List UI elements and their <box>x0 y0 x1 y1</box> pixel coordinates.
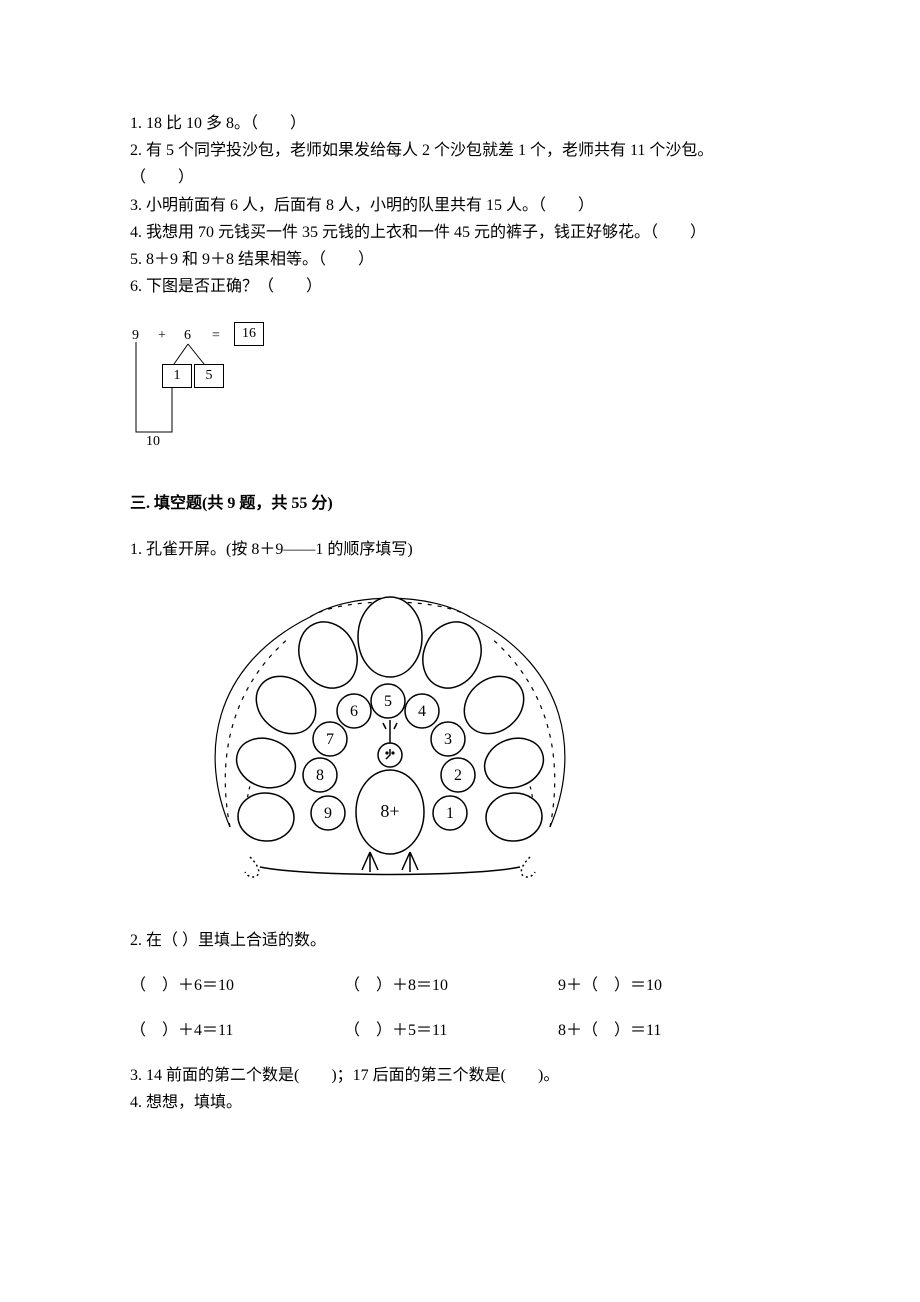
q1-label: 1. 孔雀开屏。(按 8＋9——1 的顺序填写) <box>130 536 800 563</box>
tail-2: 2 <box>454 767 462 784</box>
q2-cell: （ ）＋4＝11 <box>130 1017 340 1044</box>
judging-item: 6. 下图是否正确？（ ） <box>130 273 800 300</box>
q2-label: 2. 在（ ）里填上合适的数。 <box>130 927 800 954</box>
q2-cell: 9＋（ ）＝10 <box>558 972 768 999</box>
peacock-center: 8+ <box>380 801 399 821</box>
split-diagram: 9 + 6 = 16 1 5 10 <box>130 320 290 450</box>
diagram-split-right: 5 <box>194 364 224 388</box>
tail-4: 4 <box>418 703 426 720</box>
tail-6: 6 <box>350 703 358 720</box>
judging-list: 1. 18 比 10 多 8。（ ） 2. 有 5 个同学投沙包，老师如果发给每… <box>130 110 800 300</box>
judging-item: 1. 18 比 10 多 8。（ ） <box>130 110 800 137</box>
judging-text: 3 <box>130 197 138 214</box>
judging-text: 8＋9 和 9＋8 结果相等。（ ） <box>146 251 374 268</box>
section3-title: 三. 填空题(共 9 题，共 55 分) <box>130 490 800 517</box>
judging-text: 我想用 70 元钱买一件 35 元钱的上衣和一件 45 元的裤子，钱正好够花。（… <box>146 224 706 241</box>
judging-item: 5. 8＋9 和 9＋8 结果相等。（ ） <box>130 246 800 273</box>
q4: 4. 想想，填填。 <box>130 1089 800 1116</box>
tail-7: 7 <box>326 731 334 748</box>
judging-text: 18 比 10 多 8。（ ） <box>146 115 306 132</box>
q2-cell: （ ）＋5＝11 <box>344 1017 554 1044</box>
judging-text: 小明前面有 6 人，后面有 8 人，小明的队里共有 15 人。（ ） <box>146 197 594 214</box>
q2-cell: （ ）＋6＝10 <box>130 972 340 999</box>
peacock-diagram: 1 2 3 4 5 6 7 8 9 8+ <box>190 577 590 897</box>
judging-text: 6 <box>130 278 138 295</box>
tail-1: 1 <box>446 805 454 822</box>
judging-item: 4. 我想用 70 元钱买一件 35 元钱的上衣和一件 45 元的裤子，钱正好够… <box>130 219 800 246</box>
judging-text: 1 <box>130 115 138 132</box>
diagram-split-left: 1 <box>162 364 192 388</box>
judging-text: 2 <box>130 142 138 159</box>
q2-cell: 8＋（ ）＝11 <box>558 1017 768 1044</box>
q2-cell: （ ）＋8＝10 <box>344 972 554 999</box>
tail-3: 3 <box>444 731 452 748</box>
tail-9: 9 <box>324 805 332 822</box>
q3: 3. 14 前面的第二个数是( )；17 后面的第三个数是( )。 <box>130 1062 800 1089</box>
judging-item: 2. 有 5 个同学投沙包，老师如果发给每人 2 个沙包就差 1 个，老师共有 … <box>130 137 800 191</box>
judging-text: 5 <box>130 251 138 268</box>
tail-5: 5 <box>384 693 392 710</box>
page: 1. 18 比 10 多 8。（ ） 2. 有 5 个同学投沙包，老师如果发给每… <box>0 0 920 1177</box>
judging-text: 4 <box>130 224 138 241</box>
q2-row: （ ）＋4＝11 （ ）＋5＝11 8＋（ ）＝11 <box>130 1017 800 1044</box>
q2-row: （ ）＋6＝10 （ ）＋8＝10 9＋（ ）＝10 <box>130 972 800 999</box>
tail-8: 8 <box>316 767 324 784</box>
judging-text: 有 5 个同学投沙包，老师如果发给每人 2 个沙包就差 1 个，老师共有 11 … <box>130 142 769 186</box>
judging-item: 3. 小明前面有 6 人，后面有 8 人，小明的队里共有 15 人。（ ） <box>130 192 800 219</box>
judging-text: 下图是否正确？（ ） <box>146 278 322 295</box>
diagram-bottom: 10 <box>146 430 160 454</box>
